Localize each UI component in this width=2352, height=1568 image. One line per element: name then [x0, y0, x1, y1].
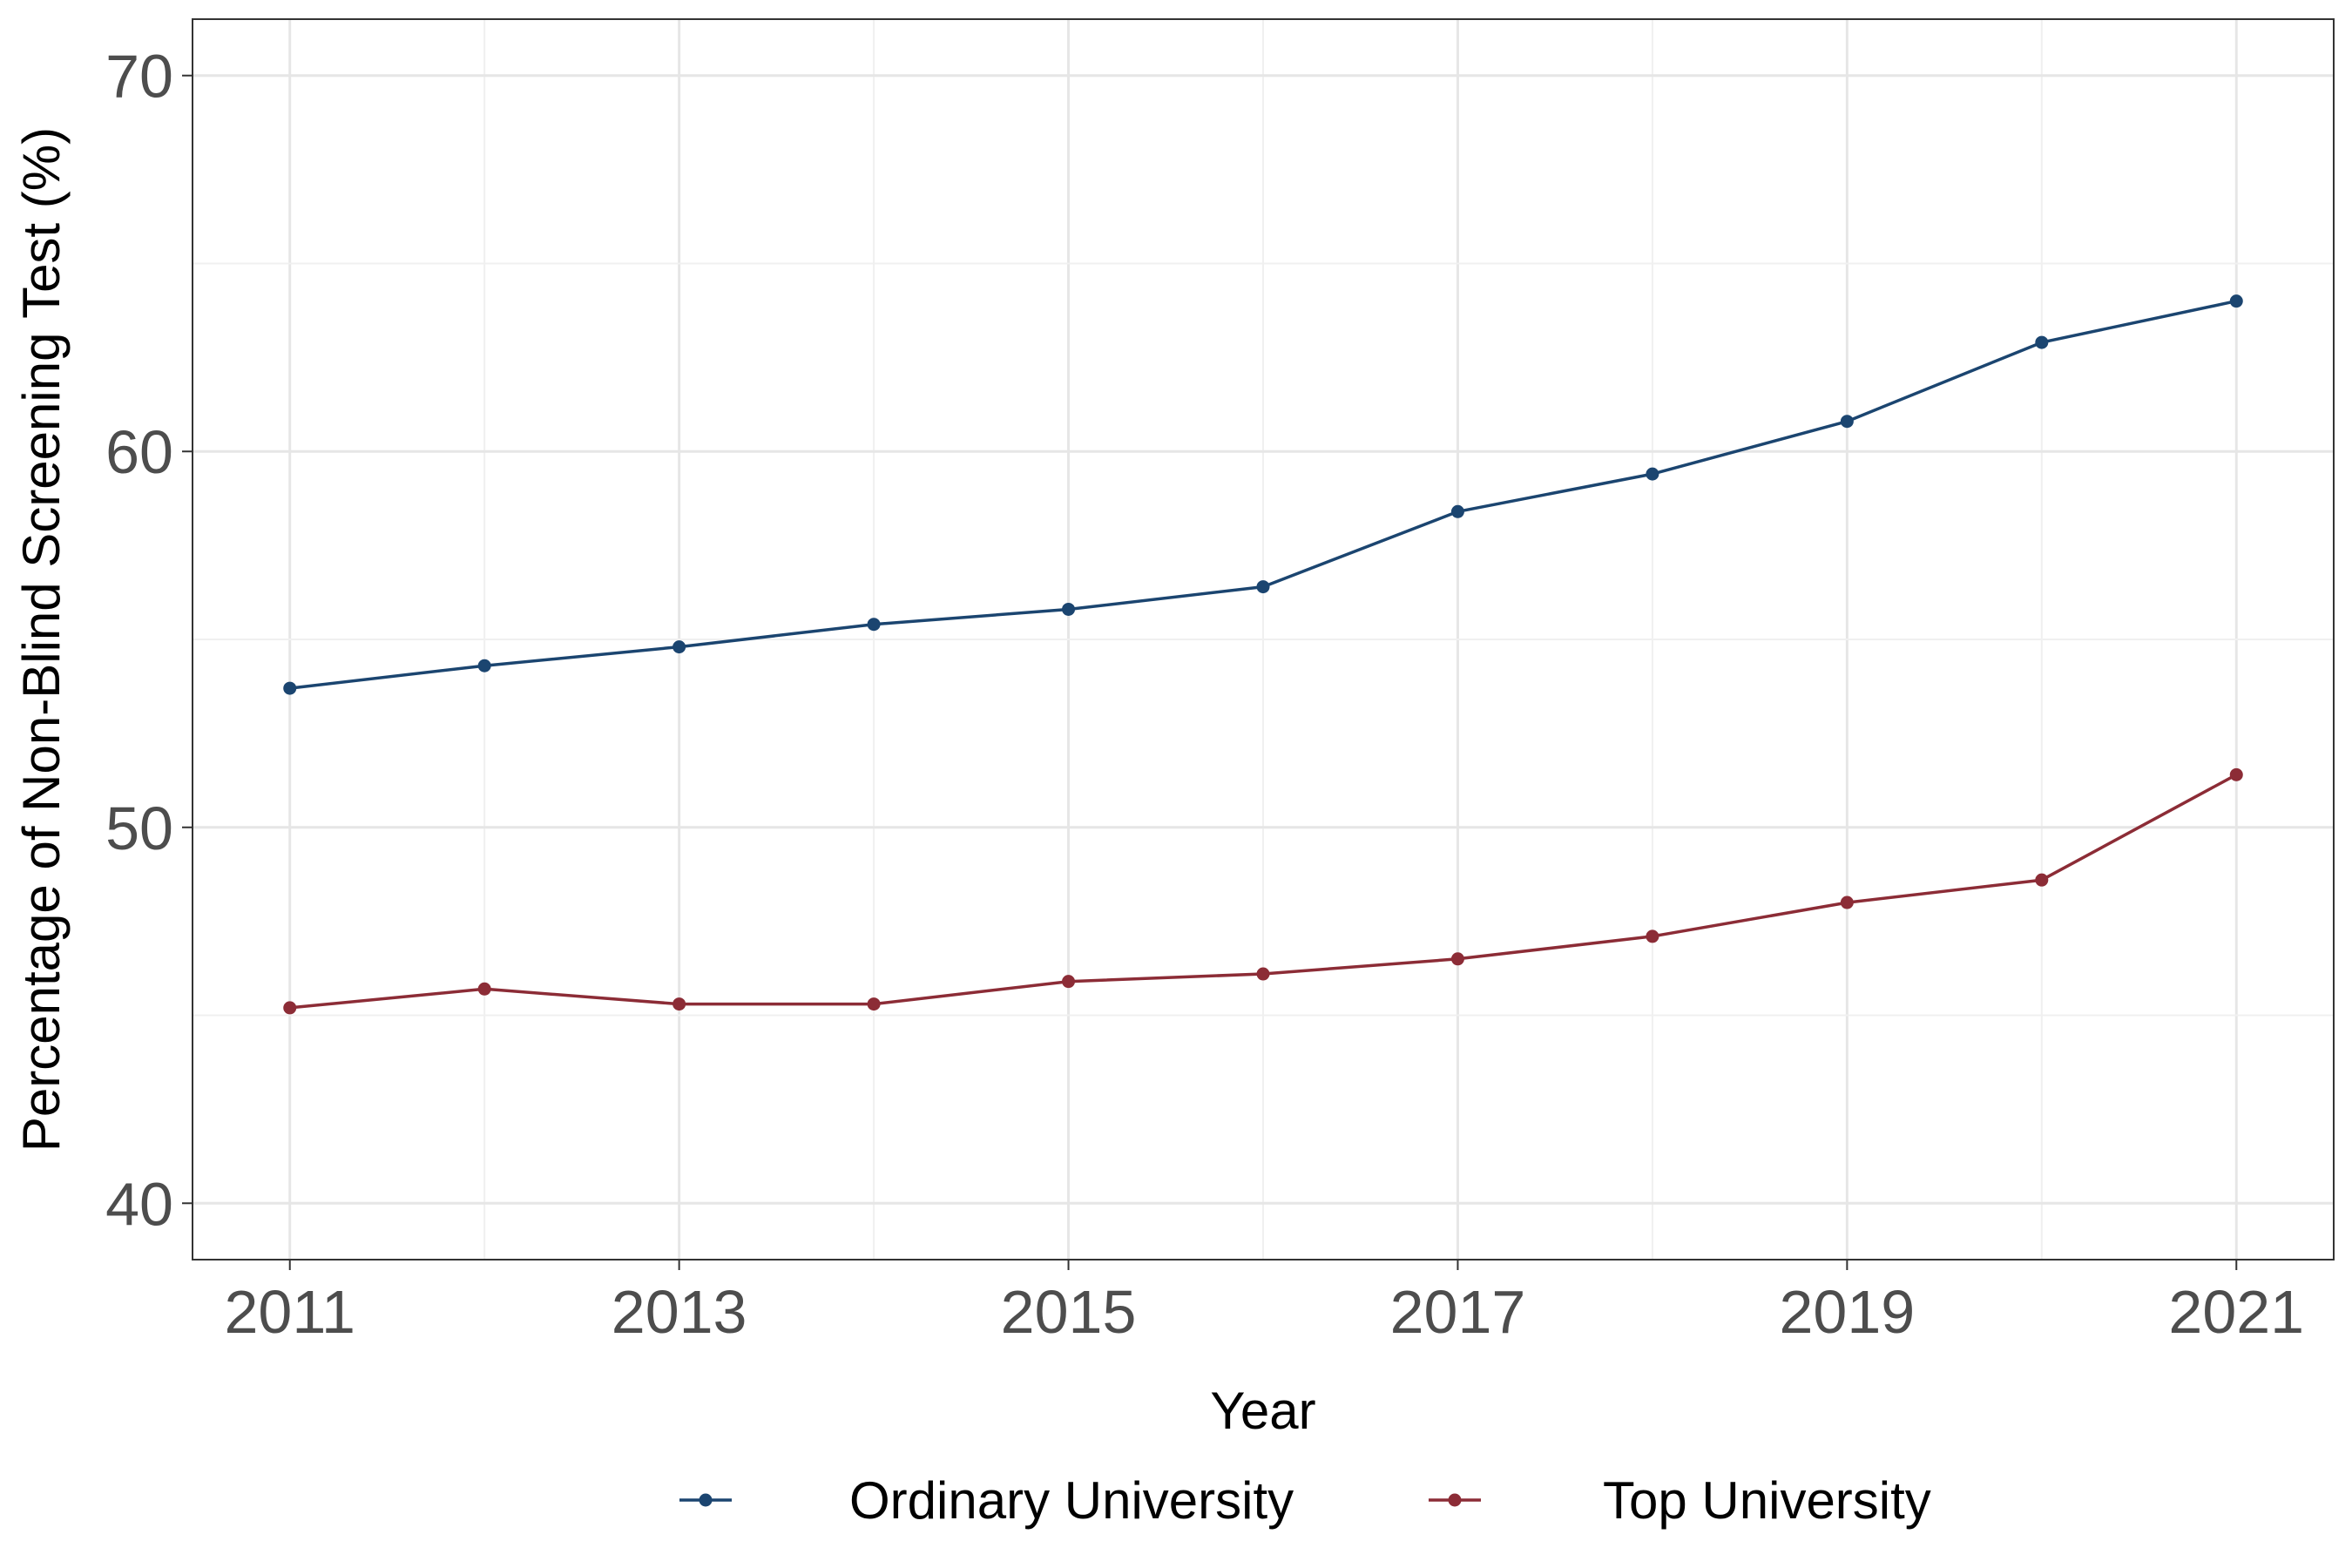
data-point: [477, 982, 491, 996]
grid-lines: [193, 19, 2334, 1260]
data-point: [1840, 415, 1854, 429]
y-axis-title: Percentage of Non-Blind Screening Test (…: [12, 127, 71, 1152]
x-tick-label: 2015: [1001, 1278, 1137, 1346]
y-tick-label: 40: [105, 1170, 173, 1238]
series-2: [283, 767, 2243, 1015]
legend-label: Ordinary University: [849, 1471, 1294, 1530]
x-tick-label: 2013: [612, 1278, 747, 1346]
series-1: [283, 294, 2243, 695]
plot-panel-border: [192, 18, 2335, 1260]
data-point: [477, 659, 491, 672]
data-point: [2229, 767, 2243, 781]
data-point: [672, 640, 686, 654]
data-point: [1450, 952, 1464, 966]
x-tick-label: 2019: [1779, 1278, 1915, 1346]
legend-item: Top University: [1429, 1471, 1931, 1530]
data-point: [867, 997, 881, 1011]
legend-item: Ordinary University: [679, 1471, 1294, 1530]
data-point: [2035, 873, 2049, 887]
y-tick-label: 70: [105, 43, 173, 111]
y-tick-label: 60: [105, 418, 173, 486]
series-layer: [283, 294, 2243, 1015]
data-point: [283, 681, 297, 695]
data-point: [672, 997, 686, 1011]
legend-key-point: [699, 1493, 713, 1507]
data-point: [1256, 967, 1270, 981]
legend: Ordinary University Top University: [679, 1471, 1931, 1530]
data-point: [1450, 504, 1464, 518]
x-axis-title: Year: [1210, 1382, 1315, 1440]
data-point: [867, 618, 881, 632]
legend-label: Top University: [1603, 1471, 1931, 1530]
y-tick-label: 50: [105, 794, 173, 862]
legend-key-point: [1448, 1493, 1462, 1507]
axis-ticks: 40 50 60 70 2011 2013 2015 2017 2019 2021: [105, 43, 2304, 1346]
data-point: [2035, 335, 2049, 349]
data-point: [1256, 580, 1270, 594]
x-tick-label: 2021: [2168, 1278, 2304, 1346]
data-point: [1840, 896, 1854, 909]
data-point: [1646, 929, 1659, 943]
data-point: [1062, 602, 1076, 616]
data-point: [2229, 294, 2243, 308]
x-tick-label: 2011: [224, 1278, 355, 1346]
data-point: [1062, 975, 1076, 989]
data-point: [1646, 467, 1659, 481]
data-point: [283, 1001, 297, 1015]
x-tick-label: 2017: [1390, 1278, 1526, 1346]
